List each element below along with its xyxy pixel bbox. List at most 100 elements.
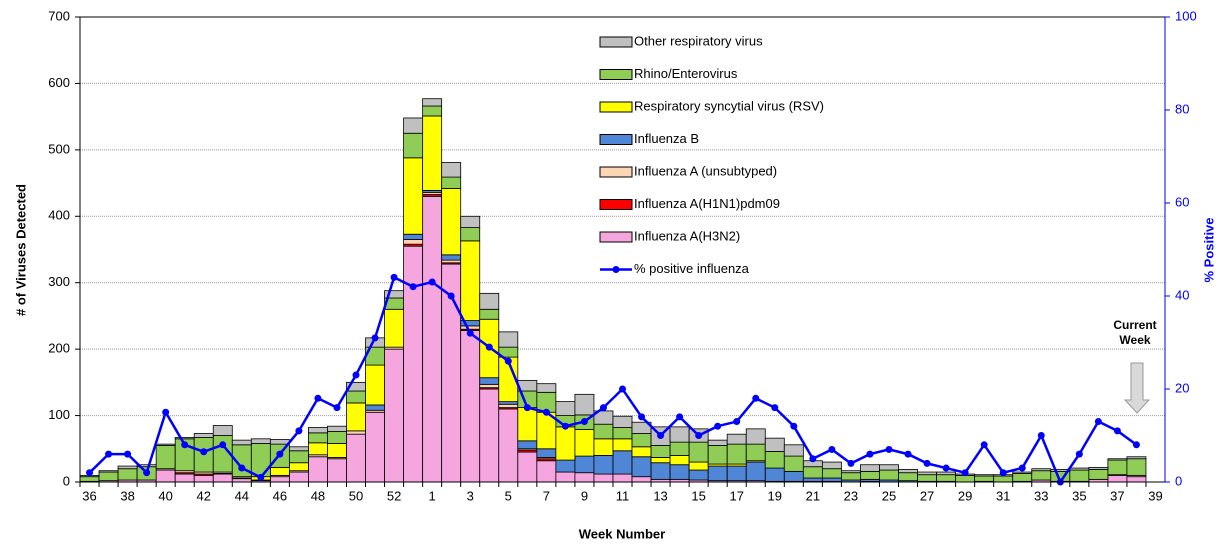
line-marker bbox=[257, 473, 265, 481]
bar-segment bbox=[669, 464, 690, 480]
line-marker bbox=[390, 273, 398, 281]
bar-segment bbox=[917, 474, 937, 482]
bar-segment bbox=[384, 308, 404, 348]
bar-segment bbox=[460, 240, 481, 321]
bar-segment bbox=[327, 431, 347, 444]
bar-segment bbox=[879, 469, 899, 481]
bar-segment bbox=[498, 331, 519, 348]
bar-segment bbox=[117, 468, 138, 481]
bar-segment bbox=[269, 466, 290, 476]
bar-segment bbox=[612, 427, 633, 440]
bar-segment bbox=[517, 440, 538, 450]
bar-segment bbox=[631, 456, 652, 478]
bar-segment bbox=[174, 437, 195, 440]
x-tick-label: 1 bbox=[429, 488, 436, 503]
bar-segment bbox=[136, 464, 157, 468]
bar-segment bbox=[1012, 472, 1033, 482]
line-marker bbox=[485, 343, 493, 351]
bar-segment bbox=[517, 451, 538, 483]
bar-segment bbox=[193, 474, 214, 483]
bar-segment bbox=[726, 443, 747, 465]
bar-segment bbox=[422, 105, 443, 117]
line-marker bbox=[219, 441, 227, 449]
bar-segment bbox=[403, 157, 424, 235]
bar-segment bbox=[612, 473, 633, 483]
bar-segment bbox=[1069, 469, 1090, 482]
x-tick-label: 23 bbox=[844, 488, 858, 503]
bar-segment bbox=[403, 239, 424, 245]
legend-label: Respiratory syncytial virus (RSV) bbox=[634, 98, 824, 113]
bar-segment bbox=[993, 475, 1014, 483]
bar-segment bbox=[460, 215, 481, 228]
bar-segment bbox=[308, 432, 328, 444]
y-tick-label: 200 bbox=[48, 341, 70, 356]
legend-swatch bbox=[599, 199, 633, 210]
x-tick-label: 15 bbox=[691, 488, 705, 503]
bar-segment bbox=[574, 429, 595, 457]
legend-swatch bbox=[599, 134, 633, 145]
bar-segment bbox=[1088, 466, 1109, 470]
x-axis-title: Week Number bbox=[579, 526, 665, 541]
bar-segment bbox=[346, 390, 366, 404]
x-tick-label: 44 bbox=[235, 488, 249, 503]
bar-segment bbox=[669, 441, 690, 456]
bar-segment bbox=[574, 455, 595, 474]
bar-segment bbox=[936, 474, 957, 482]
bar-segment bbox=[403, 117, 424, 134]
bar-segment bbox=[384, 348, 404, 483]
bar-segment bbox=[764, 437, 785, 452]
line-marker bbox=[980, 441, 988, 449]
bar-segment bbox=[441, 176, 462, 189]
bar-segment bbox=[783, 444, 804, 457]
bar-segment bbox=[479, 377, 500, 385]
line-marker bbox=[314, 394, 322, 402]
bar-segment bbox=[955, 474, 976, 483]
x-tick-label: 27 bbox=[920, 488, 934, 503]
line-marker bbox=[904, 450, 912, 458]
bar-segment bbox=[860, 464, 880, 472]
bar-segment bbox=[269, 439, 290, 445]
bar-segment bbox=[841, 472, 861, 481]
bar-segment bbox=[555, 426, 576, 461]
x-tick-label: 3 bbox=[467, 488, 474, 503]
line-marker bbox=[923, 459, 931, 467]
y-tick-label: 700 bbox=[48, 8, 70, 23]
bar-segment bbox=[117, 465, 138, 470]
x-tick-label: 13 bbox=[653, 488, 667, 503]
bar-segment bbox=[269, 476, 290, 483]
bar-segment bbox=[707, 439, 728, 446]
bar-segment bbox=[250, 443, 271, 478]
bar-segment bbox=[593, 455, 614, 475]
x-tick-label: 35 bbox=[1072, 488, 1086, 503]
y2-tick-label: 40 bbox=[1175, 287, 1189, 302]
line-marker bbox=[124, 450, 132, 458]
y2-axis-title: % Positive bbox=[1201, 217, 1216, 282]
line-marker bbox=[523, 404, 531, 412]
legend-swatch bbox=[599, 36, 633, 48]
bar-segment bbox=[688, 469, 709, 481]
bar-segment bbox=[327, 458, 347, 483]
line-marker bbox=[619, 385, 626, 393]
bar-segment bbox=[898, 468, 918, 474]
bar-segment bbox=[365, 364, 385, 406]
bar-segment bbox=[669, 455, 690, 466]
legend-marker bbox=[612, 266, 620, 273]
legend-label: Influenza A (unsubtyped) bbox=[634, 163, 777, 178]
bar-segment bbox=[365, 404, 385, 411]
bar-segment bbox=[346, 430, 366, 435]
bar-segment bbox=[745, 428, 766, 445]
bar-segment bbox=[612, 450, 633, 475]
legend-label: Other respiratory virus bbox=[634, 33, 763, 48]
bar-segment bbox=[612, 438, 633, 452]
line-marker bbox=[371, 334, 379, 342]
x-tick-label: 39 bbox=[1148, 488, 1162, 503]
line-marker bbox=[181, 441, 189, 449]
legend-label: Rhino/Enterovirus bbox=[634, 66, 738, 81]
bar-segment bbox=[98, 470, 119, 473]
x-tick-label: 31 bbox=[996, 488, 1010, 503]
bar-segment bbox=[802, 477, 823, 482]
line-marker bbox=[105, 450, 113, 458]
line-marker bbox=[885, 445, 893, 453]
bar-segment bbox=[860, 470, 880, 480]
